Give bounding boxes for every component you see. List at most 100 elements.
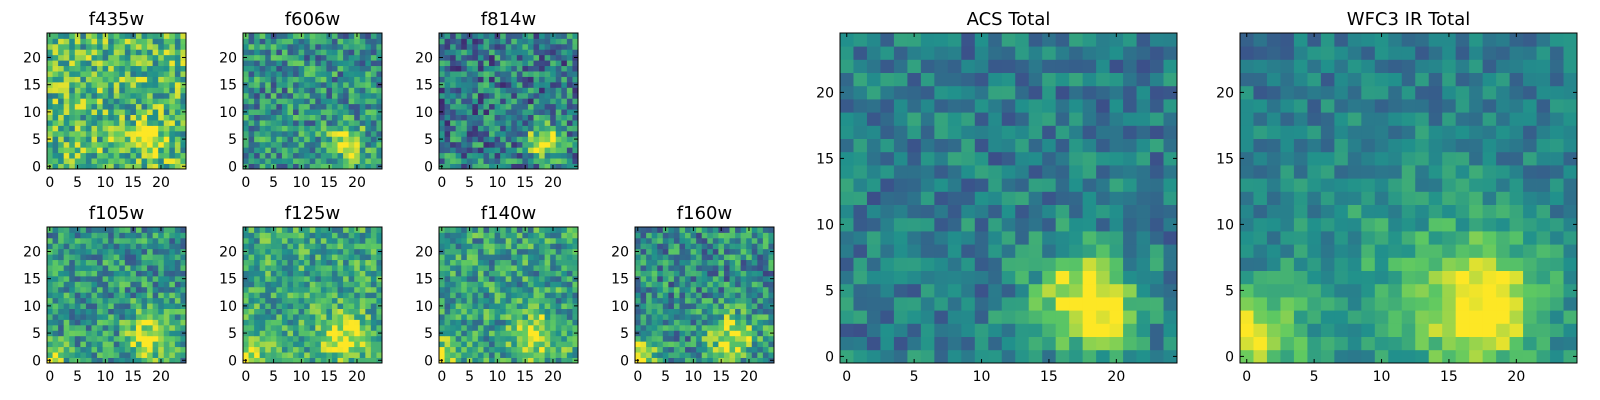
heatmap-cell <box>359 286 366 293</box>
heatmap-cell <box>539 265 546 271</box>
heatmap-cell <box>662 292 669 299</box>
heatmap-cell <box>522 141 529 148</box>
heatmap-cell <box>169 71 176 77</box>
heatmap-cell <box>304 49 311 56</box>
heatmap-cell <box>455 38 462 45</box>
heatmap-cell <box>265 54 272 61</box>
heatmap-cell <box>461 254 468 261</box>
heatmap-cell <box>461 265 468 271</box>
heatmap-cell <box>550 330 557 337</box>
heatmap-cell <box>254 71 261 77</box>
heatmap-cell <box>365 38 372 45</box>
heatmap-cell <box>477 163 484 170</box>
heatmap-cell <box>685 292 691 299</box>
heatmap-cell <box>152 227 159 233</box>
heatmap-cell <box>1028 231 1043 245</box>
heatmap-cell <box>477 33 484 39</box>
heatmap-cell <box>539 152 546 159</box>
heatmap-cell <box>113 98 120 105</box>
heatmap-cell <box>455 33 462 39</box>
heatmap-cell <box>555 76 562 83</box>
heatmap-cell <box>248 352 255 358</box>
heatmap-cell <box>147 65 154 72</box>
heatmap-cell <box>354 330 361 337</box>
heatmap-cell <box>450 60 457 67</box>
heatmap-cell <box>539 81 546 88</box>
heatmap-cell <box>124 109 131 115</box>
heatmap-cell <box>304 265 311 271</box>
heatmap-cell <box>516 243 523 250</box>
heatmap-cell <box>505 136 512 143</box>
heatmap-cell <box>651 265 658 271</box>
heatmap-cell <box>679 227 686 233</box>
heatmap-cell <box>331 136 338 143</box>
heatmap-cell <box>550 92 557 99</box>
heatmap-cell <box>124 346 131 353</box>
heatmap-cell <box>174 237 181 244</box>
heatmap-cell <box>539 297 546 304</box>
heatmap-cell <box>1015 217 1030 232</box>
heatmap-cell <box>47 98 53 105</box>
y-tick-label: 20 <box>415 50 433 66</box>
heatmap-cell <box>354 136 361 143</box>
heatmap-cell <box>1123 165 1137 179</box>
heatmap-cell <box>343 87 350 94</box>
heatmap-cell <box>561 103 568 110</box>
heatmap-cell <box>555 152 562 159</box>
heatmap-cell <box>461 275 468 282</box>
heatmap-cell <box>287 286 294 293</box>
heatmap-cell <box>276 114 283 121</box>
heatmap-cell <box>893 217 908 232</box>
heatmap-cell <box>707 308 714 315</box>
heatmap-cell <box>679 237 686 244</box>
heatmap-cell <box>365 33 372 39</box>
heatmap-cell <box>572 314 579 320</box>
heatmap-cell <box>635 297 641 304</box>
heatmap-cell <box>102 341 109 348</box>
heatmap-cell <box>270 297 277 304</box>
heatmap-cell <box>343 103 350 110</box>
heatmap-cell <box>505 54 512 61</box>
heatmap-cell <box>309 357 316 364</box>
heatmap-cell <box>169 141 176 148</box>
heatmap-cell <box>326 54 333 61</box>
heatmap-cell <box>533 275 540 282</box>
heatmap-cell <box>740 237 747 244</box>
heatmap-cell <box>74 81 81 88</box>
heatmap-cell <box>690 330 697 337</box>
heatmap-cell <box>701 248 708 255</box>
heatmap-cell <box>853 257 868 271</box>
heatmap-cell <box>450 163 457 170</box>
heatmap-cell <box>63 92 70 99</box>
heatmap-cell <box>281 352 288 358</box>
heatmap-cell <box>947 310 962 324</box>
heatmap-cell <box>326 152 333 159</box>
heatmap-cell <box>293 346 299 353</box>
heatmap-cell <box>337 270 344 277</box>
heatmap-cell <box>920 270 935 285</box>
heatmap-cell <box>158 43 165 50</box>
heatmap-cell <box>762 232 769 239</box>
heatmap-cell <box>696 319 703 326</box>
heatmap-cell <box>337 33 344 39</box>
heatmap-cell <box>757 259 764 266</box>
heatmap-cell <box>248 254 255 261</box>
heatmap-cell <box>85 243 92 250</box>
heatmap-cell <box>108 292 115 299</box>
heatmap-cell <box>337 81 344 88</box>
heatmap-cell <box>63 324 70 331</box>
heatmap-cell <box>309 60 316 67</box>
heatmap-cell <box>63 43 70 50</box>
heatmap-cell <box>640 227 647 233</box>
heatmap-cell <box>270 319 277 326</box>
heatmap-cell <box>461 330 468 337</box>
heatmap-cell <box>511 357 518 364</box>
heatmap-cell <box>461 341 468 348</box>
heatmap-cell <box>169 114 176 121</box>
heatmap-cell <box>97 103 103 110</box>
heatmap-cell <box>696 237 703 244</box>
heatmap-cell <box>370 286 377 293</box>
heatmap-cell <box>853 151 868 166</box>
heatmap-cell <box>1082 204 1097 219</box>
heatmap-cell <box>522 136 529 143</box>
